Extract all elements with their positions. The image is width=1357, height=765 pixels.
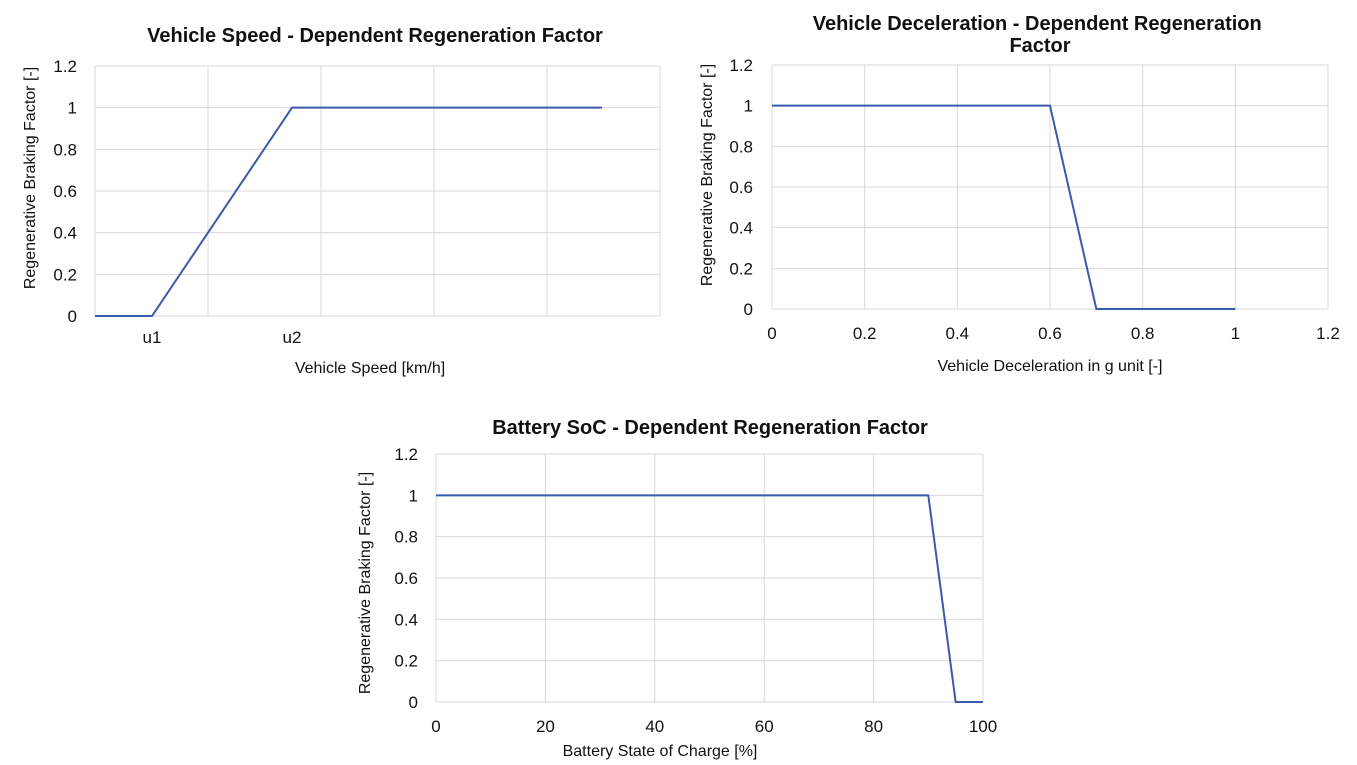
- speed-y-tick-1: 0.2: [53, 265, 77, 284]
- battery-soc-x-tick-3: 60: [755, 717, 774, 736]
- speed-y-tick-0: 0: [68, 307, 77, 326]
- battery-soc-y-tick-2: 0.4: [394, 610, 418, 629]
- speed-x-tick-u2: u2: [283, 328, 302, 347]
- deceleration-chart-title-line-2: Factor: [1009, 35, 1070, 57]
- speed-chart-x-label: Vehicle Speed [km/h]: [295, 360, 445, 377]
- battery-soc-y-tick-5: 1: [409, 486, 418, 505]
- battery-soc-y-tick-1: 0.2: [394, 652, 418, 671]
- deceleration-x-tick-4: 0.8: [1131, 324, 1155, 343]
- speed-chart-y-label: Regenerative Braking Factor [-]: [22, 67, 39, 289]
- speed-chart-title: Vehicle Speed - Dependent Regeneration F…: [147, 25, 603, 47]
- battery-soc-x-tick-5: 100: [969, 717, 997, 736]
- battery-soc-x-tick-4: 80: [864, 717, 883, 736]
- deceleration-chart-y-label: Regenerative Braking Factor [-]: [699, 64, 716, 286]
- speed-y-tick-5: 1: [68, 99, 77, 118]
- battery-soc-series-line-0: [436, 494, 983, 703]
- deceleration-y-tick-1: 0.2: [729, 259, 753, 278]
- battery-soc-chart: Battery SoC - Dependent Regeneration Fac…: [357, 417, 997, 760]
- deceleration-y-tick-5: 1: [744, 97, 753, 116]
- battery-soc-chart-x-label: Battery State of Charge [%]: [563, 743, 758, 760]
- speed-y-tick-4: 0.8: [53, 140, 77, 159]
- deceleration-x-tick-6: 1.2: [1316, 324, 1340, 343]
- deceleration-chart-title-line-1: Vehicle Deceleration - Dependent Regener…: [813, 13, 1262, 35]
- speed-x-tick-u1: u1: [143, 328, 162, 347]
- deceleration-series-line-0: [772, 104, 1236, 310]
- speed-chart: Vehicle Speed - Dependent Regeneration F…: [22, 25, 661, 377]
- deceleration-x-tick-1: 0.2: [853, 324, 877, 343]
- battery-soc-x-tick-2: 40: [645, 717, 664, 736]
- battery-soc-chart-y-label: Regenerative Braking Factor [-]: [357, 472, 374, 694]
- battery-soc-y-tick-6: 1.2: [394, 445, 418, 464]
- battery-soc-x-tick-1: 20: [536, 717, 555, 736]
- speed-y-tick-3: 0.6: [53, 182, 77, 201]
- deceleration-x-tick-3: 0.6: [1038, 324, 1062, 343]
- deceleration-x-tick-2: 0.4: [946, 324, 970, 343]
- speed-y-tick-2: 0.4: [53, 224, 77, 243]
- speed-series-line-0: [95, 106, 602, 317]
- battery-soc-x-tick-0: 0: [431, 717, 440, 736]
- deceleration-y-tick-4: 0.8: [729, 137, 753, 156]
- battery-soc-y-tick-3: 0.6: [394, 569, 418, 588]
- battery-soc-chart-title: Battery SoC - Dependent Regeneration Fac…: [492, 417, 928, 439]
- deceleration-x-tick-5: 1: [1231, 324, 1240, 343]
- speed-y-tick-6: 1.2: [53, 57, 77, 76]
- deceleration-y-tick-0: 0: [744, 300, 753, 319]
- deceleration-x-tick-0: 0: [767, 324, 776, 343]
- deceleration-chart-x-label: Vehicle Deceleration in g unit [-]: [937, 358, 1162, 375]
- deceleration-y-tick-2: 0.4: [729, 219, 753, 238]
- deceleration-chart-title: Vehicle Deceleration - Dependent Regener…: [813, 13, 1268, 57]
- deceleration-y-tick-3: 0.6: [729, 178, 753, 197]
- deceleration-y-tick-6: 1.2: [729, 56, 753, 75]
- battery-soc-y-tick-4: 0.8: [394, 528, 418, 547]
- deceleration-chart: Vehicle Deceleration - Dependent Regener…: [699, 13, 1340, 375]
- battery-soc-y-tick-0: 0: [409, 693, 418, 712]
